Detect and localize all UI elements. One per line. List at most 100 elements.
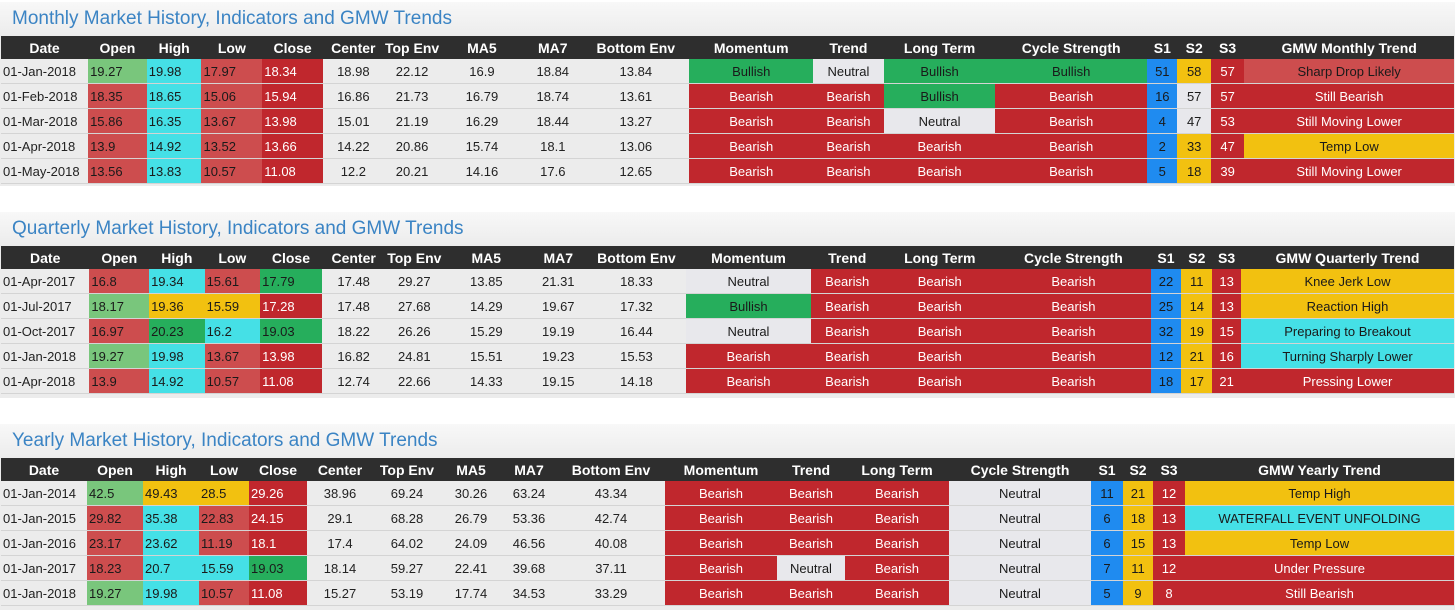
col-high[interactable]: High xyxy=(143,458,199,481)
col-center[interactable]: Center xyxy=(322,36,384,59)
cell-date: 01-Apr-2017 xyxy=(1,269,90,294)
col-center[interactable]: Center xyxy=(307,458,373,481)
col-s1[interactable]: S1 xyxy=(1150,246,1182,269)
cell-s1: 12 xyxy=(1150,343,1182,369)
col-s3[interactable]: S3 xyxy=(1210,36,1245,59)
col-trend[interactable]: Trend xyxy=(812,36,884,59)
quarterly-header-row: Date Open High Low Close Center Top Env … xyxy=(1,246,1454,269)
cell-bottom-env: 13.06 xyxy=(582,133,690,159)
cell-top-env: 20.21 xyxy=(383,158,441,184)
table-row: 01-Jan-2016 23.17 23.62 11.19 18.1 17.4 … xyxy=(1,530,1454,556)
col-date[interactable]: Date xyxy=(1,246,90,269)
cell-low: 10.57 xyxy=(201,158,263,184)
cell-trend: Bearish xyxy=(811,368,884,394)
col-high[interactable]: High xyxy=(149,246,205,269)
col-long-term[interactable]: Long Term xyxy=(883,36,996,59)
col-trend[interactable]: Trend xyxy=(777,458,845,481)
col-trend[interactable]: Trend xyxy=(811,246,884,269)
cell-s2: 19 xyxy=(1181,318,1213,344)
col-top-env[interactable]: Top Env xyxy=(385,246,444,269)
cell-date: 01-Jan-2018 xyxy=(1,59,89,84)
col-ma7[interactable]: MA7 xyxy=(501,458,557,481)
col-ma7[interactable]: MA7 xyxy=(523,36,583,59)
cell-date: 01-Oct-2017 xyxy=(1,318,90,344)
col-low[interactable]: Low xyxy=(201,36,263,59)
col-momentum[interactable]: Momentum xyxy=(689,36,813,59)
cell-momentum: Bearish xyxy=(665,555,777,581)
col-s1[interactable]: S1 xyxy=(1091,458,1123,481)
table-row: 01-Jan-2018 19.27 19.98 13.67 13.98 16.8… xyxy=(1,343,1454,369)
cell-ma7: 53.36 xyxy=(501,505,557,531)
col-top-env[interactable]: Top Env xyxy=(373,458,441,481)
col-low[interactable]: Low xyxy=(204,246,261,269)
col-close[interactable]: Close xyxy=(262,36,323,59)
cell-bottom-env: 37.11 xyxy=(557,555,665,581)
section-divider xyxy=(0,202,1455,210)
cell-s1: 18 xyxy=(1150,368,1182,394)
col-s3[interactable]: S3 xyxy=(1212,246,1241,269)
cell-gmw-trend: Temp Low xyxy=(1244,133,1454,159)
col-date[interactable]: Date xyxy=(1,458,87,481)
cell-top-env: 21.73 xyxy=(383,83,441,109)
cell-date: 01-Jan-2018 xyxy=(1,343,90,369)
col-date[interactable]: Date xyxy=(1,36,89,59)
cell-open: 19.27 xyxy=(88,59,147,84)
col-gmw-trend[interactable]: GMW Quarterly Trend xyxy=(1241,246,1454,269)
col-cycle-strength[interactable]: Cycle Strength xyxy=(996,246,1151,269)
cell-s1: 11 xyxy=(1091,481,1123,506)
monthly-title: Monthly Market History, Indicators and G… xyxy=(0,2,1455,36)
col-momentum[interactable]: Momentum xyxy=(685,246,812,269)
col-s2[interactable]: S2 xyxy=(1181,246,1213,269)
col-low[interactable]: Low xyxy=(199,458,249,481)
cell-low: 15.61 xyxy=(204,269,261,294)
cell-ma7: 39.68 xyxy=(501,555,557,581)
cell-date: 01-Mar-2018 xyxy=(1,108,89,134)
cell-long-term: Bearish xyxy=(883,133,996,159)
col-s2[interactable]: S2 xyxy=(1177,36,1211,59)
col-bottom-env[interactable]: Bottom Env xyxy=(587,246,686,269)
cell-top-env: 69.24 xyxy=(373,481,441,506)
col-open[interactable]: Open xyxy=(87,458,143,481)
col-s3[interactable]: S3 xyxy=(1153,458,1185,481)
col-gmw-trend[interactable]: GMW Yearly Trend xyxy=(1185,458,1454,481)
cell-date: 01-Feb-2018 xyxy=(1,83,89,109)
cell-trend: Bearish xyxy=(811,269,884,294)
cell-long-term: Bearish xyxy=(883,368,997,394)
col-cycle-strength[interactable]: Cycle Strength xyxy=(995,36,1148,59)
cell-date: 01-Apr-2018 xyxy=(1,368,90,394)
col-long-term[interactable]: Long Term xyxy=(845,458,949,481)
table-row: 01-Feb-2018 18.35 18.65 15.06 15.94 16.8… xyxy=(1,83,1454,109)
col-s1[interactable]: S1 xyxy=(1147,36,1178,59)
col-ma5[interactable]: MA5 xyxy=(441,458,501,481)
cell-ma5: 13.85 xyxy=(443,269,530,294)
col-high[interactable]: High xyxy=(146,36,202,59)
cell-trend: Neutral xyxy=(777,555,845,581)
cell-low: 13.67 xyxy=(204,343,261,369)
col-open[interactable]: Open xyxy=(88,36,147,59)
table-row: 01-Jan-2017 18.23 20.7 15.59 19.03 18.14… xyxy=(1,555,1454,581)
col-ma5[interactable]: MA5 xyxy=(440,36,524,59)
cell-s1: 2 xyxy=(1147,133,1178,159)
cell-momentum: Bearish xyxy=(665,481,777,506)
col-open[interactable]: Open xyxy=(89,246,150,269)
cell-s1: 6 xyxy=(1091,530,1123,556)
col-s2[interactable]: S2 xyxy=(1123,458,1153,481)
col-bottom-env[interactable]: Bottom Env xyxy=(582,36,690,59)
col-close[interactable]: Close xyxy=(260,246,322,269)
col-gmw-trend[interactable]: GMW Monthly Trend xyxy=(1244,36,1454,59)
col-close[interactable]: Close xyxy=(249,458,307,481)
col-ma7[interactable]: MA7 xyxy=(529,246,588,269)
cell-date: 01-May-2018 xyxy=(1,158,89,184)
col-momentum[interactable]: Momentum xyxy=(665,458,777,481)
col-center[interactable]: Center xyxy=(321,246,386,269)
col-cycle-strength[interactable]: Cycle Strength xyxy=(949,458,1091,481)
cell-high: 14.92 xyxy=(149,368,205,394)
col-ma5[interactable]: MA5 xyxy=(443,246,530,269)
cell-long-term: Bearish xyxy=(845,505,949,531)
col-top-env[interactable]: Top Env xyxy=(383,36,441,59)
cell-high: 20.7 xyxy=(143,555,199,581)
cell-open: 19.27 xyxy=(87,580,143,606)
yearly-title: Yearly Market History, Indicators and GM… xyxy=(0,424,1455,458)
col-long-term[interactable]: Long Term xyxy=(883,246,997,269)
col-bottom-env[interactable]: Bottom Env xyxy=(557,458,665,481)
